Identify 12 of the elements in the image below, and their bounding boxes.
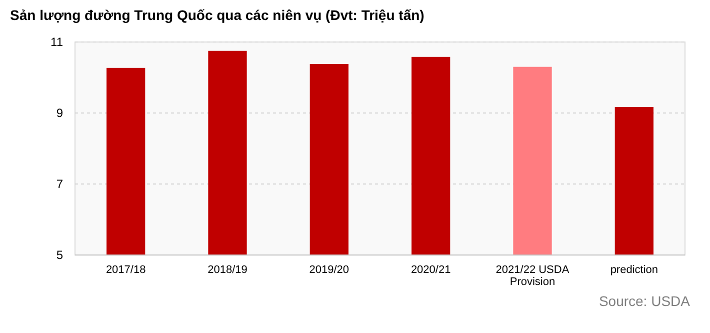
x-tick-label: prediction bbox=[610, 264, 658, 276]
source-note: Source: USDA bbox=[598, 293, 691, 309]
chart-title: Sản lượng đường Trung Quốc qua các niên vụ (Đvt: Triệu tấn) bbox=[10, 7, 424, 23]
y-tick-label: 5 bbox=[56, 248, 64, 262]
x-tick-label: 2017/18 bbox=[106, 264, 146, 276]
x-tick-label: 2021/22 USDA Provision bbox=[496, 264, 570, 288]
x-tick-label: 2019/20 bbox=[309, 264, 350, 276]
y-tick-label: 9 bbox=[56, 106, 64, 120]
x-tick-label: 2018/19 bbox=[208, 264, 248, 276]
x-tick-label: 2020/21 bbox=[410, 264, 451, 276]
y-tick-label: 11 bbox=[50, 35, 64, 50]
y-tick-label: 7 bbox=[56, 177, 64, 192]
